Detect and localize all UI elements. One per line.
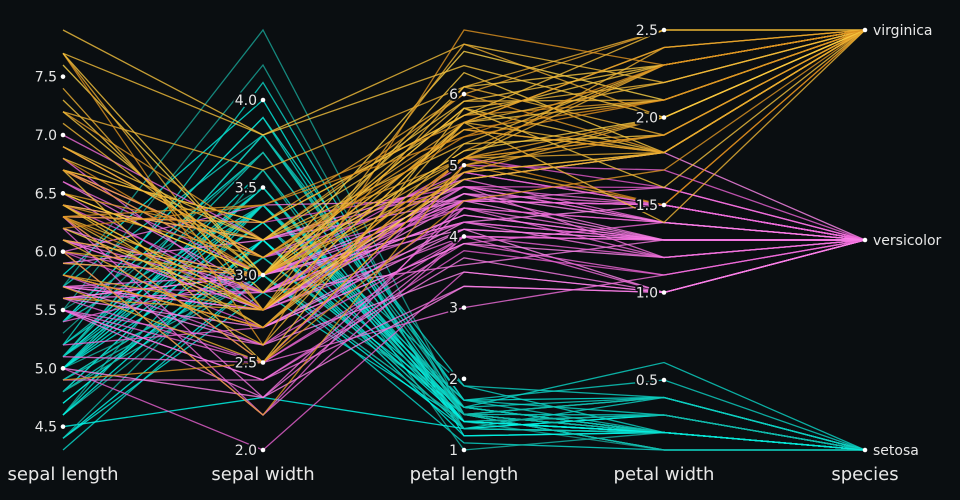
axis-petal-width: 0.5 1.0 1.5 2.0 2.5 petal width (614, 21, 715, 485)
tick-label: 5.0 (35, 361, 57, 377)
tick-mark (661, 202, 667, 208)
tick-mark (60, 424, 66, 429)
virginica-line (62, 29, 866, 276)
tick-label: 1.5 (636, 198, 658, 214)
tick-mark (461, 91, 467, 97)
tick-label: 5.5 (35, 303, 57, 319)
tick-label: 2.5 (235, 356, 257, 372)
tick-label: setosa (873, 443, 919, 459)
virginica-line (62, 29, 866, 294)
tick-label: 1.0 (636, 286, 658, 302)
tick-label: 3.0 (235, 268, 257, 284)
tick-label: 6.0 (35, 245, 57, 261)
tick-label: 4.0 (235, 93, 257, 109)
tick-mark (260, 447, 266, 453)
tick-label: 2.5 (636, 23, 658, 39)
tick-mark (60, 249, 66, 254)
tick-label: 6 (449, 87, 458, 103)
setosa-line (62, 133, 866, 451)
tick-label: 3 (449, 301, 458, 317)
axis-species: setosa versicolor virginica species (831, 21, 943, 485)
tick-mark (661, 290, 667, 295)
tick-mark (260, 97, 266, 103)
tick-label: 4.5 (35, 420, 57, 436)
axis-petal-length: 1 2 3 4 5 6 petal length (410, 85, 519, 485)
tick-mark (661, 115, 667, 120)
tick-mark (60, 191, 66, 196)
axis-label: sepal length (7, 464, 118, 485)
axis-label: petal width (614, 464, 715, 485)
tick-label: 5 (449, 158, 458, 174)
versicolor-line (62, 239, 866, 399)
setosa-line (62, 133, 866, 451)
tick-mark (60, 307, 66, 313)
tick-label: 1 (449, 443, 458, 459)
tick-label: 7.0 (35, 128, 57, 144)
tick-mark (862, 237, 868, 243)
tick-label: 6.5 (35, 186, 57, 202)
virginica-line (62, 29, 866, 294)
tick-mark (461, 376, 467, 382)
versicolor-line (62, 228, 865, 311)
tick-label: 0.5 (636, 373, 658, 389)
tick-label: versicolor (873, 233, 942, 249)
virginica-line (62, 29, 866, 229)
tick-label: 4 (449, 229, 458, 245)
virginica-line (62, 29, 866, 276)
tick-mark (461, 162, 467, 168)
tick-mark (461, 305, 467, 310)
tick-label: 3.5 (235, 181, 257, 197)
tick-label: 7.5 (35, 70, 57, 86)
axis-label: sepal width (211, 464, 314, 485)
tick-mark (661, 27, 667, 33)
setosa-line (62, 134, 866, 451)
virginica-line (62, 29, 865, 224)
virginica-line (62, 29, 866, 259)
axis-label: species (831, 464, 898, 485)
tick-label: virginica (873, 23, 933, 39)
tick-mark (661, 377, 667, 383)
tick-label: 2.0 (636, 111, 658, 127)
axis-sepal-width: 2.0 2.5 3.0 3.5 4.0 sepal width (211, 91, 314, 485)
setosa-line (62, 133, 866, 451)
tick-mark (260, 185, 266, 190)
tick-mark (60, 366, 66, 371)
axes: 4.5 5.0 5.5 6.0 6.5 7.0 7.5 sepal length 2.0 2.5 3… (7, 21, 943, 485)
tick-mark (461, 447, 467, 453)
tick-mark (862, 447, 868, 453)
axis-label: petal length (410, 464, 519, 485)
tick-mark (260, 360, 266, 365)
tick-mark (260, 272, 266, 278)
tick-mark (60, 74, 66, 79)
axis-sepal-length: 4.5 5.0 5.5 6.0 6.5 7.0 7.5 sepal length (7, 68, 118, 485)
virginica-line (62, 29, 866, 329)
virginica-line (62, 29, 866, 381)
tick-mark (862, 27, 868, 33)
tick-mark (461, 234, 467, 239)
tick-label: 2.0 (235, 443, 257, 459)
tick-mark (60, 132, 66, 138)
tick-label: 2 (449, 372, 458, 388)
